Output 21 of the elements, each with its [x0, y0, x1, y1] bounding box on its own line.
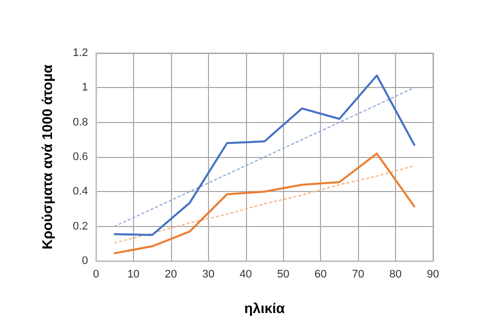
- y-tick-label: 1.2: [72, 47, 88, 59]
- y-tick-label: 0.4: [72, 186, 88, 198]
- y-tick-label: 0.2: [72, 220, 88, 232]
- x-tick-label: 80: [389, 268, 402, 280]
- x-tick-label: 20: [164, 268, 178, 280]
- x-tick-label: 10: [127, 268, 140, 280]
- y-tick-label: 0.6: [72, 151, 88, 163]
- x-tick-label: 30: [202, 268, 214, 280]
- x-axis-title: ηλικία: [244, 300, 286, 316]
- y-tick-label: 1: [82, 82, 88, 94]
- x-tick-label: 50: [277, 268, 290, 280]
- line-series: [114, 165, 415, 244]
- x-tick-label: 0: [92, 268, 100, 280]
- y-axis-title: Κρούσματα ανά 1000 άτομα: [39, 64, 55, 250]
- x-tick-label: 40: [240, 268, 252, 280]
- line-series: [114, 152, 416, 254]
- x-tick-label: 60: [314, 268, 327, 280]
- y-tick-label: 0: [82, 255, 88, 267]
- x-tick-label: 90: [426, 268, 440, 280]
- y-tick-label: 0.8: [72, 116, 88, 128]
- x-tick-label: 70: [352, 268, 364, 280]
